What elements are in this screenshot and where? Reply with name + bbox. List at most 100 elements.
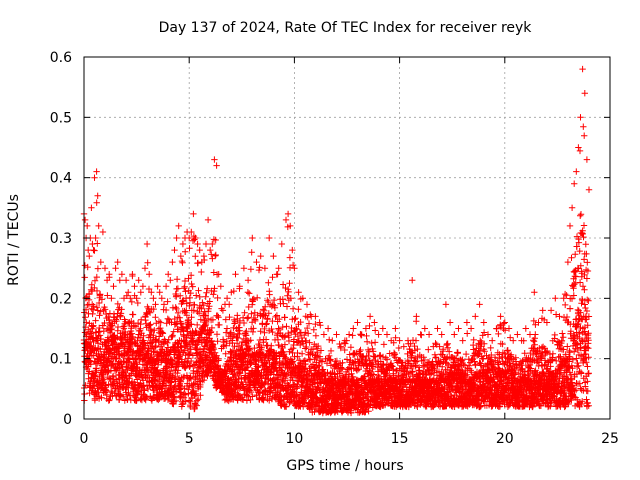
data-point <box>181 277 189 285</box>
data-point <box>177 292 184 299</box>
data-point <box>304 324 311 332</box>
data-point <box>198 268 205 276</box>
data-point <box>264 316 271 323</box>
data-point <box>125 363 132 371</box>
data-point <box>262 321 270 328</box>
data-point <box>269 301 276 308</box>
data-point <box>254 294 261 301</box>
data-point <box>146 309 154 316</box>
data-point <box>315 362 322 369</box>
data-point <box>322 372 329 380</box>
data-point <box>368 339 375 347</box>
data-point <box>190 307 197 314</box>
data-point <box>247 396 254 404</box>
data-point <box>93 304 101 311</box>
data-point <box>246 290 253 297</box>
data-point <box>116 396 123 403</box>
data-point <box>88 330 95 337</box>
data-point <box>157 319 164 326</box>
data-point <box>354 377 362 384</box>
data-point <box>250 325 257 332</box>
data-point <box>200 348 208 355</box>
data-point <box>281 314 288 321</box>
data-point <box>144 367 152 375</box>
data-point <box>255 363 262 370</box>
data-point <box>89 301 96 308</box>
data-point <box>194 321 201 329</box>
data-point <box>177 383 185 391</box>
data-point <box>275 265 282 272</box>
data-point <box>443 360 451 367</box>
data-point <box>363 332 370 340</box>
data-point <box>293 326 300 333</box>
data-point <box>229 347 237 354</box>
data-point <box>141 387 148 394</box>
data-point <box>152 314 159 321</box>
data-point <box>173 305 180 313</box>
data-point <box>82 314 89 321</box>
data-point <box>214 312 221 319</box>
data-point <box>188 321 195 328</box>
data-point <box>268 325 275 333</box>
data-point <box>104 292 111 299</box>
data-point <box>242 367 249 374</box>
data-point <box>184 325 191 333</box>
data-point <box>244 363 252 371</box>
data-point <box>93 199 100 206</box>
data-point <box>143 394 151 401</box>
data-point <box>276 315 283 323</box>
data-point <box>241 309 248 316</box>
data-point <box>186 351 193 358</box>
data-point <box>193 292 200 299</box>
data-point <box>306 339 313 346</box>
data-point <box>108 388 115 395</box>
data-point <box>106 396 113 404</box>
data-point <box>223 325 231 332</box>
data-point <box>247 266 255 273</box>
data-point <box>272 313 279 321</box>
data-point <box>106 316 113 324</box>
data-point <box>351 351 358 358</box>
data-point <box>295 306 302 313</box>
data-point <box>289 261 297 269</box>
data-point <box>244 315 251 322</box>
data-point <box>168 319 175 326</box>
data-point <box>222 350 229 357</box>
data-point <box>292 315 299 322</box>
data-point <box>159 346 166 353</box>
data-point <box>195 287 202 294</box>
data-point <box>206 298 213 305</box>
data-point <box>207 328 215 336</box>
data-point <box>317 347 325 354</box>
data-point <box>151 327 158 334</box>
data-point <box>273 358 280 365</box>
data-point <box>208 324 216 332</box>
data-point <box>318 358 326 365</box>
data-point <box>93 273 100 281</box>
data-point <box>347 409 355 416</box>
data-point <box>94 307 101 314</box>
data-point <box>113 376 120 383</box>
data-point <box>194 341 201 348</box>
data-point <box>190 338 197 345</box>
data-point <box>339 408 346 415</box>
data-point <box>290 336 298 343</box>
data-point <box>305 355 313 363</box>
data-point <box>261 329 268 336</box>
data-point <box>187 398 194 406</box>
data-point <box>89 310 96 318</box>
data-point <box>363 338 371 345</box>
data-point <box>272 360 279 367</box>
data-point <box>98 394 105 401</box>
data-point <box>188 357 195 365</box>
data-point <box>189 352 197 359</box>
data-point <box>101 306 109 313</box>
data-point <box>150 348 158 356</box>
data-point <box>189 283 196 290</box>
data-point <box>186 245 193 252</box>
data-point <box>263 371 271 378</box>
data-point <box>204 372 211 380</box>
data-point <box>146 322 153 329</box>
data-point <box>270 296 278 304</box>
data-point <box>179 298 186 306</box>
